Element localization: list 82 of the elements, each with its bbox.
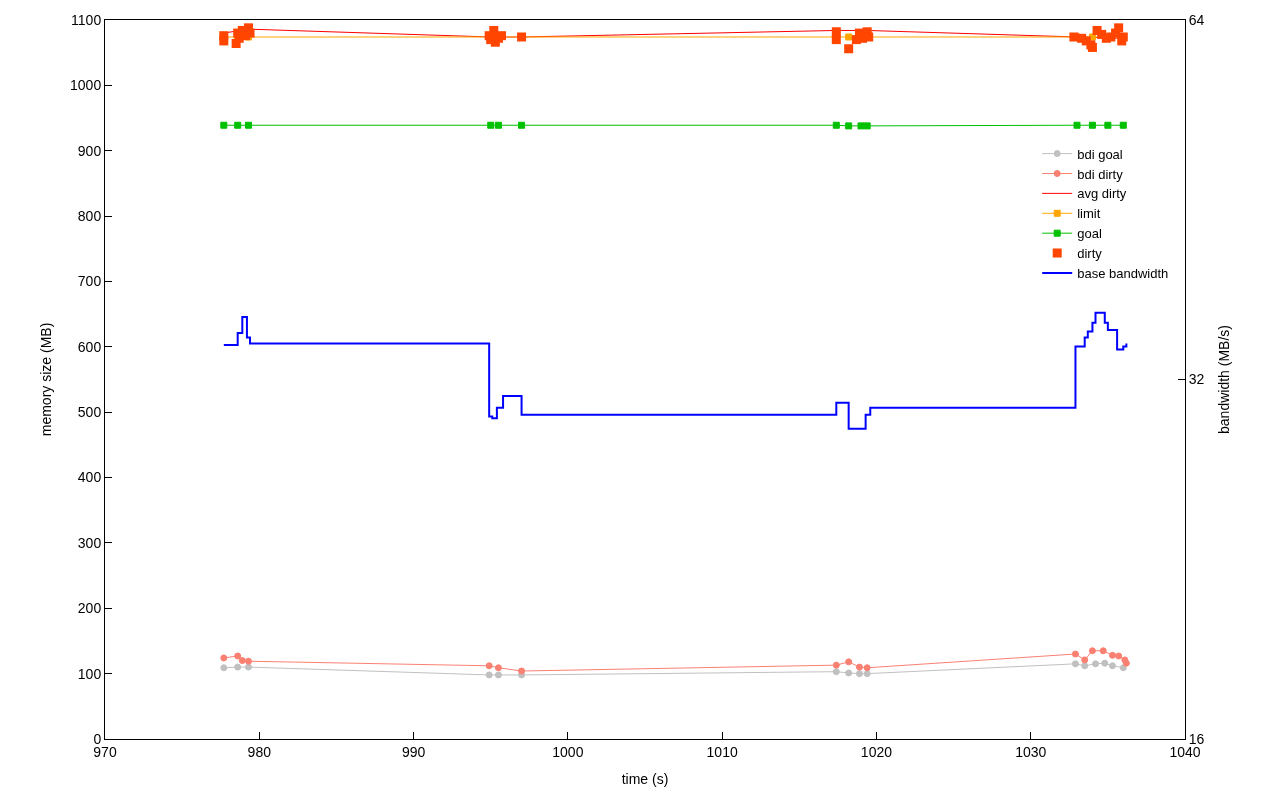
point bbox=[494, 664, 502, 672]
legend-label: dirty bbox=[1077, 246, 1103, 262]
point bbox=[845, 658, 853, 666]
point bbox=[489, 25, 499, 35]
point bbox=[1104, 121, 1112, 129]
point bbox=[485, 671, 493, 679]
point bbox=[220, 664, 228, 672]
point bbox=[1092, 660, 1100, 668]
x-tick-label: 980 bbox=[247, 743, 272, 760]
point bbox=[1119, 664, 1127, 672]
x-tick-label: 1030 bbox=[1015, 743, 1047, 760]
point bbox=[487, 121, 495, 129]
point bbox=[1114, 23, 1124, 33]
legend-label: bdi goal bbox=[1077, 146, 1123, 162]
y-tick-label: 600 bbox=[77, 338, 102, 355]
x-tick-label: 1020 bbox=[860, 743, 893, 760]
point bbox=[1088, 647, 1096, 655]
point bbox=[1088, 121, 1096, 129]
point bbox=[1101, 659, 1109, 667]
y-tick-label: 500 bbox=[77, 404, 102, 421]
point bbox=[1081, 656, 1089, 664]
y2-axis-title: bandwidth (MB/s) bbox=[1215, 325, 1232, 434]
y-tick-label: 100 bbox=[77, 665, 102, 682]
y-tick-label: 1100 bbox=[71, 11, 102, 28]
point bbox=[220, 654, 228, 662]
point bbox=[844, 44, 854, 54]
point bbox=[518, 667, 526, 675]
point bbox=[234, 663, 242, 671]
point bbox=[1081, 662, 1089, 670]
point bbox=[1071, 660, 1079, 668]
point bbox=[1108, 651, 1116, 659]
point bbox=[863, 670, 871, 678]
x-axis-title: time (s) bbox=[621, 771, 669, 788]
point bbox=[845, 33, 853, 41]
point bbox=[832, 121, 840, 129]
x-tick-label: 1000 bbox=[552, 743, 584, 760]
point bbox=[494, 671, 502, 679]
point bbox=[220, 121, 228, 129]
point bbox=[832, 668, 840, 676]
point bbox=[1069, 32, 1079, 42]
point bbox=[832, 661, 840, 669]
point bbox=[1115, 652, 1123, 660]
legend-label: bdi dirty bbox=[1077, 166, 1124, 182]
legend-label: avg dirty bbox=[1077, 186, 1127, 202]
point bbox=[497, 31, 507, 41]
point bbox=[1119, 121, 1127, 129]
y-tick-label: 700 bbox=[77, 273, 102, 290]
x-tick-label: 1010 bbox=[706, 743, 738, 760]
y-tick-label: 900 bbox=[77, 142, 102, 159]
point bbox=[855, 663, 863, 671]
point bbox=[494, 121, 502, 129]
y-tick-label: 800 bbox=[77, 207, 102, 224]
point bbox=[845, 122, 853, 130]
point bbox=[1099, 647, 1107, 655]
legend-label: goal bbox=[1077, 226, 1102, 242]
legend-label: base bandwidth bbox=[1077, 266, 1169, 282]
x-tick-label: 990 bbox=[401, 743, 426, 760]
point bbox=[863, 664, 871, 672]
y-tick-label: 400 bbox=[77, 469, 102, 486]
y-tick-label: 200 bbox=[77, 600, 102, 617]
point bbox=[485, 662, 493, 670]
point bbox=[831, 35, 841, 45]
y-tick-label: 1000 bbox=[70, 77, 102, 94]
point bbox=[845, 669, 853, 677]
point bbox=[234, 652, 242, 660]
point bbox=[857, 122, 865, 130]
y2-tick-label: 64 bbox=[1188, 11, 1205, 28]
point bbox=[244, 663, 252, 671]
y-tick-label: 300 bbox=[77, 534, 102, 551]
point bbox=[1073, 121, 1081, 129]
point bbox=[855, 670, 863, 678]
legend-label: limit bbox=[1077, 206, 1101, 222]
y-axis-title: memory size (MB) bbox=[37, 322, 54, 437]
point bbox=[238, 657, 246, 665]
point bbox=[1071, 650, 1079, 658]
point bbox=[1108, 662, 1116, 670]
point bbox=[518, 121, 526, 129]
point bbox=[863, 122, 871, 130]
point bbox=[234, 121, 242, 129]
y2-tick-label: 32 bbox=[1188, 371, 1205, 388]
point bbox=[244, 657, 252, 665]
point bbox=[244, 121, 252, 129]
